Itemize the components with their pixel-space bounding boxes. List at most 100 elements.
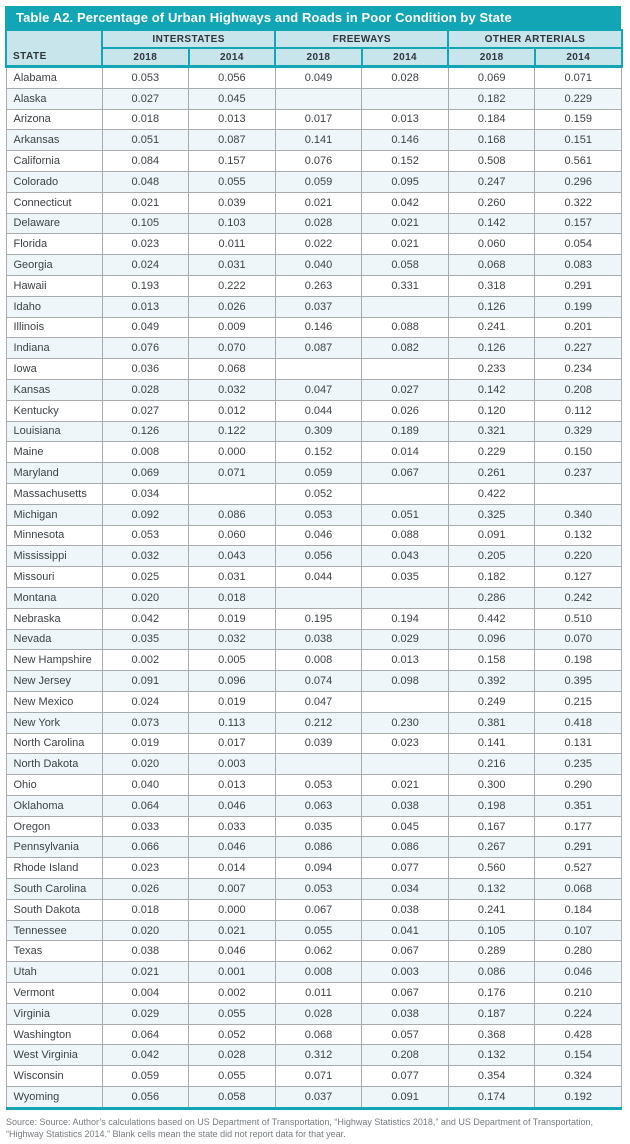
value-cell: 0.025: [101, 566, 190, 588]
table-title-bar: Table A2. Percentage of Urban Highways a…: [5, 6, 621, 29]
value-cell: 0.142: [447, 378, 536, 401]
value-cell: 0.091: [101, 670, 190, 692]
state-cell: Georgia: [5, 254, 103, 276]
column-header-arterials-2018: 2018: [447, 47, 536, 68]
value-cell: 0.005: [188, 649, 276, 672]
state-cell: Virginia: [5, 1002, 103, 1025]
value-cell: 0.034: [101, 482, 190, 505]
value-cell: 0.055: [274, 919, 363, 942]
value-cell: 0.309: [274, 420, 363, 443]
column-group-other-arterials: OTHER ARTERIALS: [447, 29, 623, 49]
value-cell: 0.000: [188, 441, 276, 464]
value-cell: 0.263: [274, 274, 363, 297]
table-row: Connecticut 0.021 0.039 0.021 0.042 0.260 0.32…: [5, 191, 623, 214]
value-cell: 0.064: [101, 1023, 190, 1046]
value-cell: 0.067: [274, 898, 363, 921]
value-cell: 0.044: [274, 566, 363, 588]
value-cell: 0.428: [534, 1023, 623, 1046]
value-cell: 0.038: [274, 628, 363, 651]
value-cell: 0.088: [361, 316, 449, 339]
value-cell: 0.241: [447, 898, 536, 921]
value-cell: 0.395: [534, 670, 623, 692]
value-cell: 0.059: [101, 1065, 190, 1088]
state-cell: Oklahoma: [5, 794, 103, 817]
value-cell: [361, 87, 449, 110]
value-cell: 0.023: [101, 857, 190, 880]
value-cell: 0.247: [447, 170, 536, 193]
table-row: Wisconsin 0.059 0.055 0.071 0.077 0.354 0.324: [5, 1065, 623, 1088]
value-cell: 0.021: [361, 233, 449, 256]
table-row: Missouri 0.025 0.031 0.044 0.035 0.182 0.127: [5, 566, 623, 588]
value-cell: 0.077: [361, 1065, 449, 1088]
value-cell: 0.021: [188, 919, 276, 942]
state-cell: Montana: [5, 586, 103, 609]
value-cell: 0.053: [101, 65, 190, 89]
value-cell: 0.027: [361, 378, 449, 401]
value-cell: [274, 753, 363, 776]
value-cell: 0.091: [447, 524, 536, 547]
value-cell: 0.177: [534, 815, 623, 838]
value-cell: 0.026: [188, 295, 276, 318]
value-cell: [361, 358, 449, 380]
table-row: Maine 0.008 0.000 0.152 0.014 0.229 0.150: [5, 441, 623, 464]
table-row: Kentucky 0.027 0.012 0.044 0.026 0.120 0.112: [5, 399, 623, 422]
value-cell: 0.021: [101, 961, 190, 984]
value-cell: 0.131: [534, 732, 623, 755]
value-cell: 0.237: [534, 462, 623, 484]
value-cell: 0.038: [101, 940, 190, 963]
state-cell: Florida: [5, 233, 103, 256]
value-cell: 0.039: [188, 191, 276, 214]
table-row: Illinois 0.049 0.009 0.146 0.088 0.241 0.201: [5, 316, 623, 339]
value-cell: 0.224: [534, 1002, 623, 1025]
value-cell: 0.312: [274, 1044, 363, 1067]
value-cell: 0.046: [188, 940, 276, 963]
value-cell: 0.067: [361, 982, 449, 1004]
value-cell: 0.184: [534, 898, 623, 921]
value-cell: [274, 87, 363, 110]
state-cell: Mississippi: [5, 545, 103, 568]
value-cell: 0.040: [274, 254, 363, 276]
value-cell: 0.053: [101, 524, 190, 547]
value-cell: 0.045: [188, 87, 276, 110]
value-cell: 0.199: [534, 295, 623, 318]
value-cell: 0.241: [447, 316, 536, 339]
value-cell: 0.042: [101, 607, 190, 630]
value-cell: 0.227: [534, 337, 623, 360]
value-cell: 0.318: [447, 274, 536, 297]
value-cell: 0.157: [188, 150, 276, 172]
value-cell: 0.055: [188, 1065, 276, 1088]
state-cell: Iowa: [5, 358, 103, 380]
value-cell: 0.052: [274, 482, 363, 505]
value-cell: 0.159: [534, 108, 623, 131]
value-cell: 0.026: [101, 878, 190, 900]
value-cell: 0.070: [188, 337, 276, 360]
state-cell: Wyoming: [5, 1086, 103, 1110]
value-cell: 0.040: [101, 774, 190, 796]
value-cell: [361, 586, 449, 609]
value-cell: 0.071: [534, 65, 623, 89]
value-cell: 0.059: [274, 462, 363, 484]
table-row: Hawaii 0.193 0.222 0.263 0.331 0.318 0.291: [5, 274, 623, 297]
table-row: Alabama 0.053 0.056 0.049 0.028 0.069 0.071: [5, 65, 623, 89]
state-cell: West Virginia: [5, 1044, 103, 1067]
value-cell: 0.052: [188, 1023, 276, 1046]
table-row: Arizona 0.018 0.013 0.017 0.013 0.184 0.159: [5, 108, 623, 131]
value-cell: 0.126: [447, 337, 536, 360]
table-row: California 0.084 0.157 0.076 0.152 0.508 0.561: [5, 150, 623, 172]
value-cell: 0.205: [447, 545, 536, 568]
value-cell: 0.013: [361, 649, 449, 672]
value-cell: 0.174: [447, 1086, 536, 1110]
value-cell: 0.021: [361, 774, 449, 796]
value-cell: 0.013: [101, 295, 190, 318]
value-cell: 0.028: [274, 212, 363, 235]
table-row: Tennessee 0.020 0.021 0.055 0.041 0.105 0.107: [5, 919, 623, 942]
value-cell: 0.074: [274, 670, 363, 692]
value-cell: 0.017: [188, 732, 276, 755]
state-cell: California: [5, 150, 103, 172]
state-cell: Minnesota: [5, 524, 103, 547]
value-cell: 0.056: [274, 545, 363, 568]
table-row: Texas 0.038 0.046 0.062 0.067 0.289 0.280: [5, 940, 623, 963]
value-cell: 0.058: [361, 254, 449, 276]
state-cell: Pennsylvania: [5, 836, 103, 859]
table-row: New York 0.073 0.113 0.212 0.230 0.381 0.418: [5, 711, 623, 734]
